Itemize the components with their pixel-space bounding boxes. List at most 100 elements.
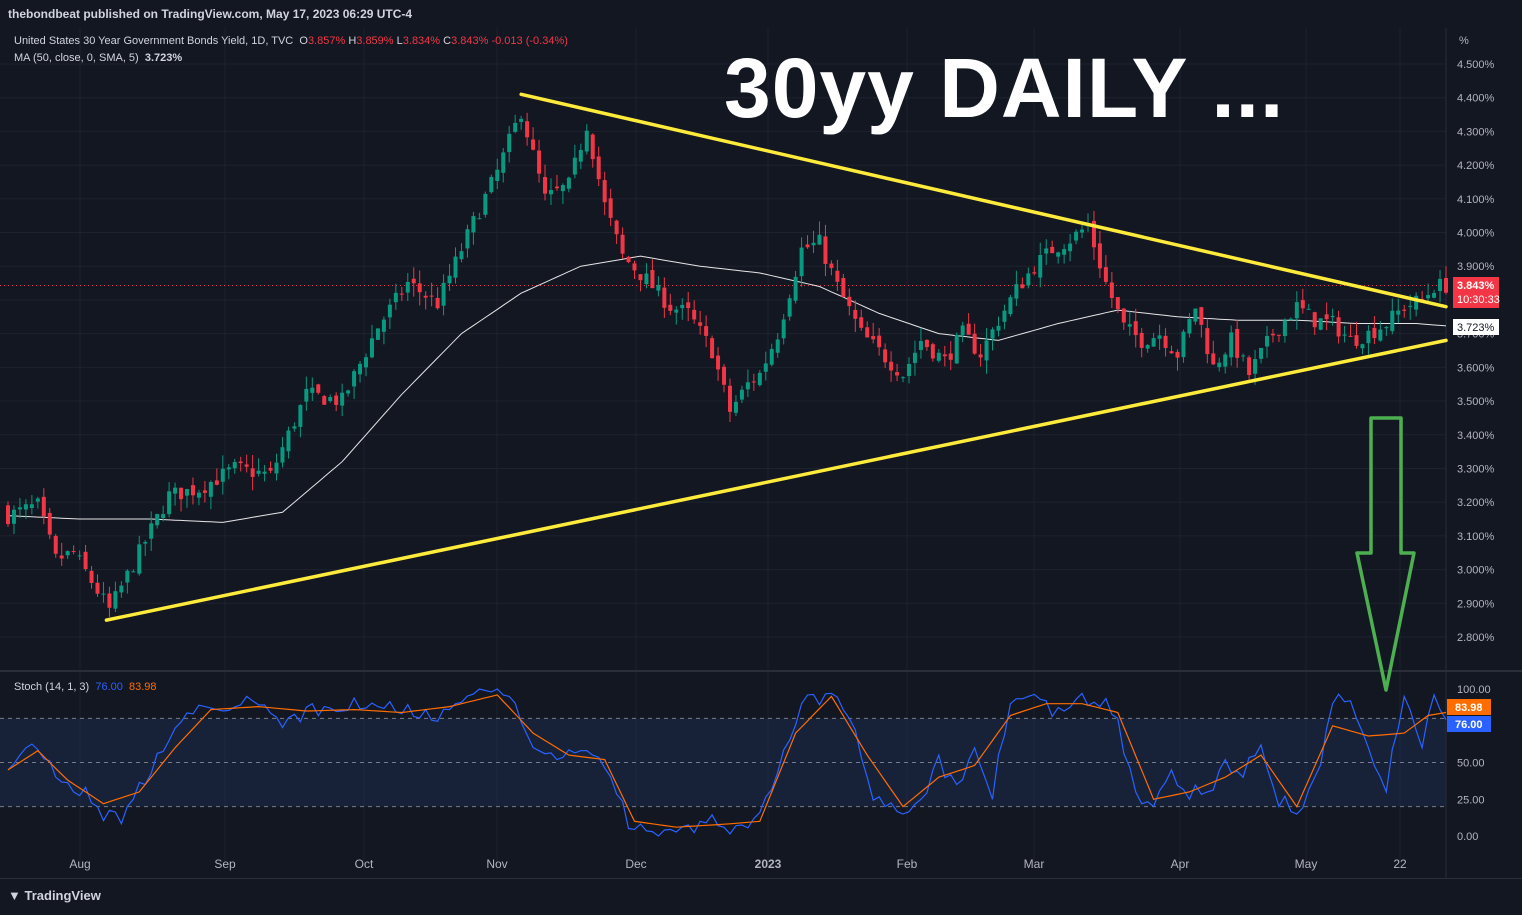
stoch-label: Stoch (14, 1, 3) [14, 681, 90, 693]
candle-body [1032, 272, 1037, 274]
candle-body [722, 366, 727, 385]
candle-body [638, 274, 643, 281]
candle-body [1300, 300, 1305, 309]
candle-body [745, 382, 750, 390]
candle-body [1068, 243, 1073, 252]
candle-body [381, 319, 386, 332]
trendlines[interactable] [104, 92, 1448, 622]
candle-body [775, 339, 780, 353]
open-value: 3.857% [307, 35, 346, 47]
candle-body [1432, 292, 1437, 298]
candle-body [507, 133, 512, 153]
x-tick-label: Dec [625, 857, 646, 871]
y-tick-label: 2.800% [1457, 632, 1495, 644]
candle-body [954, 334, 959, 364]
candle-body [548, 190, 553, 195]
chart-annotation-title: 30yy DAILY ... [724, 41, 1285, 135]
candle-body [196, 492, 201, 498]
candle-body [1139, 332, 1144, 348]
candle-body [1103, 267, 1108, 282]
candle-body [1282, 320, 1287, 337]
candle-body [859, 317, 864, 328]
candle-body [781, 319, 786, 339]
down-arrow-shape [1355, 416, 1416, 692]
candle-body [632, 263, 637, 271]
candle-body [924, 339, 929, 348]
candle-body [53, 535, 58, 554]
ma-label: MA (50, close, 0, SMA, 5) [14, 52, 139, 64]
candle-body [214, 480, 219, 485]
candle-body [1444, 277, 1448, 293]
candle-body [996, 325, 1001, 331]
candle-body [340, 392, 345, 406]
candle-body [250, 468, 255, 477]
candle-body [578, 149, 583, 162]
candle-body [459, 251, 464, 260]
candle-body [1390, 310, 1395, 332]
candle-body [1414, 295, 1419, 310]
candle-body [1318, 318, 1323, 330]
y-tick-label: 3.600% [1457, 362, 1495, 374]
down-arrow-annotation[interactable] [1355, 416, 1416, 692]
candle-body [17, 507, 22, 510]
tradingview-logo[interactable]: ▼ TradingView [8, 888, 101, 903]
candle-body [1264, 336, 1269, 347]
change-value: -0.013 (-0.34%) [491, 35, 568, 47]
candle-body [847, 296, 852, 307]
price-chart[interactable]: 4.500% 4.400% 4.300% 4.200% 4.100% 4.000% 3.90… [0, 28, 1522, 914]
candle-body [698, 322, 703, 326]
candle-body [1187, 319, 1192, 334]
brand-label: TradingView [24, 888, 101, 903]
y-tick-label: 4.100% [1457, 194, 1495, 206]
candle-body [471, 216, 476, 233]
candle-body [131, 571, 136, 573]
ma50-line [7, 255, 1447, 523]
x-tick-label: Sep [214, 857, 236, 871]
candles [6, 112, 1448, 618]
y-tick-label: 3.300% [1457, 463, 1495, 475]
candle-body [143, 541, 148, 544]
candle-body [352, 371, 357, 387]
candle-body [41, 496, 46, 517]
candle-body [901, 377, 906, 379]
candle-body [865, 327, 870, 338]
candle-body [1091, 220, 1096, 248]
candle-body [1235, 328, 1240, 358]
candle-body [1020, 284, 1025, 289]
stoch-k-value: 76.00 [95, 681, 123, 693]
candle-body [220, 468, 225, 482]
candle-body [89, 570, 94, 583]
trendline [519, 92, 1448, 309]
last-price-label: 3.843% [1457, 280, 1495, 292]
countdown-label: 10:30:33 [1457, 294, 1500, 306]
candle-body [1211, 353, 1216, 365]
candle-body [769, 348, 774, 365]
open-label: O [299, 35, 308, 47]
candle-body [405, 281, 410, 293]
candle-body [417, 283, 422, 293]
candle-body [387, 304, 392, 318]
candle-body [274, 462, 279, 474]
candle-body [1294, 302, 1299, 319]
candle-body [793, 276, 798, 301]
candle-body [656, 284, 661, 291]
candle-body [948, 353, 953, 360]
candle-body [680, 304, 685, 309]
candle-body [1080, 229, 1085, 233]
candle-body [1396, 310, 1401, 315]
tv-logo-icon: ▼ [8, 888, 25, 903]
y-tick-label: 4.000% [1457, 228, 1495, 240]
candle-body [751, 381, 756, 383]
candle-body [256, 470, 261, 474]
candle-body [429, 295, 434, 297]
close-label: C [443, 35, 452, 47]
candle-body [1127, 324, 1132, 327]
candle-body [101, 593, 106, 595]
candle-body [686, 302, 691, 309]
candle-body [1181, 331, 1186, 358]
candle-body [1109, 282, 1114, 299]
candle-body [841, 277, 846, 297]
candle-body [674, 309, 679, 313]
candle-body [1038, 255, 1043, 278]
candle-body [1336, 317, 1341, 337]
